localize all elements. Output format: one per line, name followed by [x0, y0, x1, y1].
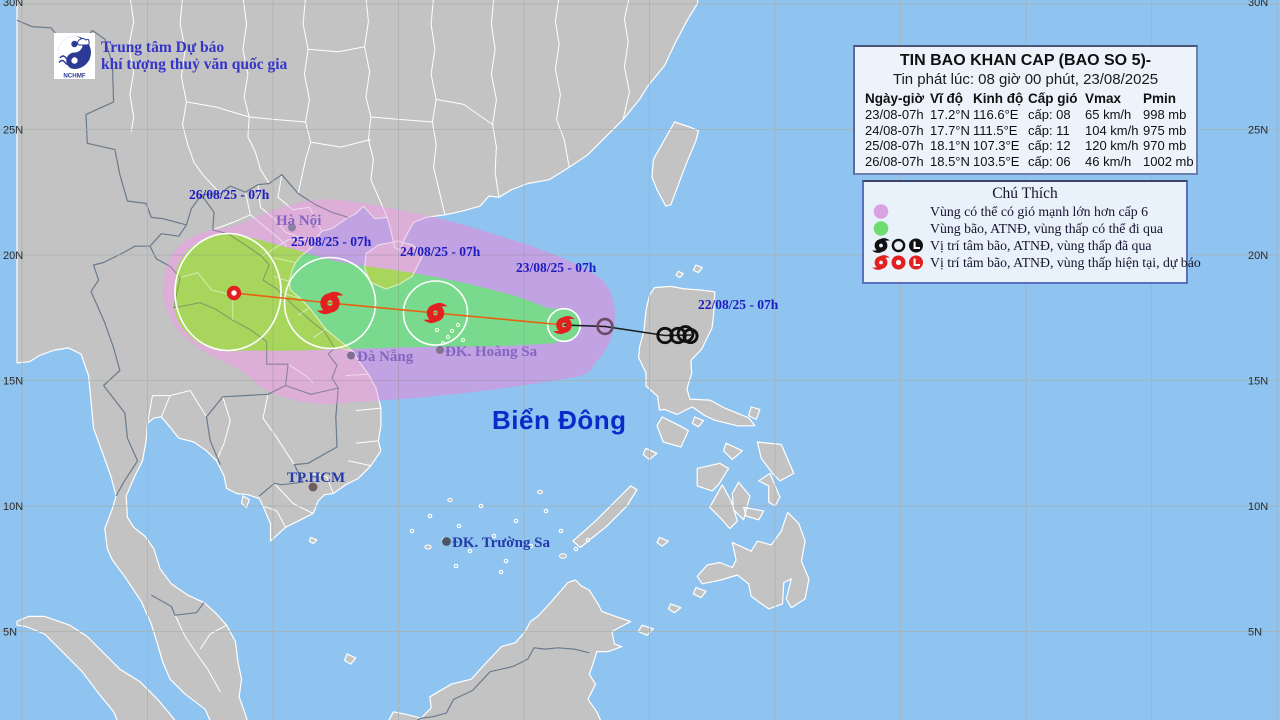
cell-wind: cấp: 06 — [1028, 153, 1071, 169]
lat-label-left-0: 30N — [3, 0, 23, 9]
city-markers — [288, 223, 451, 546]
cell-vmax: 46 km/h — [1085, 153, 1132, 169]
cell-vmax: 120 km/h — [1085, 138, 1139, 153]
legend-title: Chú Thích — [992, 185, 1058, 202]
cell-lat: 17.2°N — [930, 107, 970, 122]
lat-label-left-2: 20N — [3, 250, 23, 262]
cell-date: 24/08-07h — [865, 122, 924, 138]
cell-wind: cấp: 12 — [1028, 138, 1071, 153]
col-lat: Vĩ độ — [930, 91, 963, 106]
forecast-row-4: 26/08-07h 18.5°N 103.5°E cấp: 06 46 km/h… — [865, 154, 1194, 170]
forecast-row-2: 24/08-07h 17.7°N 111.5°E cấp: 11 104 km/… — [865, 123, 1194, 139]
hanoi-dot — [288, 223, 296, 232]
sea-label: Biển Đông — [492, 405, 627, 435]
lat-label-left-1: 25N — [3, 125, 23, 137]
city-label-danang: Đà Nẵng — [357, 349, 414, 365]
bulletin-title: TIN BAO KHAN CAP (BAO SO 5)- — [899, 52, 1152, 69]
hoangsa-dot — [436, 346, 444, 354]
track-date-25-08: 25/08/25 - 07h — [291, 234, 372, 249]
tphcm-dot — [308, 482, 318, 492]
cell-vmax: 65 km/h — [1085, 107, 1132, 122]
col-wind: Cấp gió — [1028, 91, 1078, 106]
cell-date: 23/08-07h — [865, 107, 924, 122]
storm-info-box: TIN BAO KHAN CAP (BAO SO 5)- Tin phát lú… — [853, 45, 1198, 175]
track-date-23-08: 23/08/25 - 07h — [516, 260, 597, 275]
lat-label-right-4: 10N — [1248, 501, 1268, 513]
forecast-table-header: Ngày-giờ Vĩ độ Kinh độ Cấp gió Vmax Pmin — [865, 91, 1194, 107]
cell-date: 26/08-07h — [865, 153, 924, 169]
forecast-typhoon-icon — [871, 254, 891, 271]
cell-pmin: 1002 mb — [1143, 153, 1194, 169]
cell-pmin: 970 mb — [1143, 138, 1187, 153]
logo-text: NCHMF — [63, 73, 86, 80]
cell-lat: 17.7°N — [930, 122, 970, 138]
legend-label: Vùng bão, ATNĐ, vùng thấp có thể đi qua — [930, 220, 1163, 236]
col-date: Ngày-giờ — [865, 91, 925, 106]
legend-label: Vị trí tâm bão, ATNĐ, vùng thấp đã qua — [930, 237, 1152, 253]
forecast-track-line — [233, 292, 565, 326]
cell-lon: 103.5°E — [973, 153, 1020, 169]
truongsa-dot — [442, 537, 451, 546]
city-label-truongsa: ĐK. Trường Sa — [452, 535, 551, 551]
legend-label: Vùng có thể có gió mạnh lớn hơn cấp 6 — [930, 203, 1149, 219]
brand-line1: Trung tâm Dự báo — [101, 39, 225, 56]
track-date-26-08: 26/08/25 - 07h — [189, 187, 270, 202]
past-low-icon — [909, 238, 923, 253]
track-date-22-08: 22/08/25 - 07h — [698, 297, 779, 312]
depression-icon-26-08 — [226, 285, 242, 301]
forecast-low-icon — [909, 255, 923, 270]
danang-dot — [347, 351, 355, 360]
lat-label-left-5: 5N — [3, 627, 17, 639]
lat-label-right-2: 20N — [1248, 250, 1268, 262]
city-label-tphcm: TP.HCM — [287, 470, 345, 486]
legend-item-past-position: Vị trí tâm bão, ATNĐ, vùng thấp đã qua — [864, 237, 1186, 254]
past-typhoon-icon — [871, 237, 891, 254]
lat-label-left-4: 10N — [3, 501, 23, 513]
map-legend: Chú Thích Vùng có thể có gió mạnh lớn hơ… — [862, 180, 1201, 284]
legend-label: Vị trí tâm bão, ATNĐ, vùng thấp hiện tại… — [930, 254, 1201, 270]
cell-lat: 18.5°N — [930, 153, 970, 169]
col-lon: Kinh độ — [973, 91, 1024, 106]
lat-label-left-3: 15N — [3, 376, 23, 388]
cell-pmin: 998 mb — [1143, 107, 1187, 122]
lat-label-right-5: 5N — [1248, 627, 1262, 639]
legend-item-track-area: Vùng bão, ATNĐ, vùng thấp có thể đi qua — [864, 220, 1186, 237]
track-area-icon — [873, 221, 889, 236]
cell-pmin: 975 mb — [1143, 122, 1187, 138]
lat-label-right-0: 30N — [1248, 0, 1268, 9]
cell-wind: cấp: 08 — [1028, 107, 1071, 122]
forecast-depression-icon — [891, 255, 906, 270]
cell-vmax: 104 km/h — [1085, 122, 1139, 138]
past-depression-icon — [891, 238, 906, 253]
cell-date: 25/08-07h — [865, 138, 924, 153]
forecast-table: Ngày-giờ Vĩ độ Kinh độ Cấp gió Vmax Pmin… — [865, 91, 1194, 169]
wind-area-icon — [873, 204, 889, 219]
agency-brand: NCHMF Trung tâm Dự báo khí tượng thuỷ vă… — [54, 33, 288, 80]
legend-item-current-position: Vị trí tâm bão, ATNĐ, vùng thấp hiện tại… — [864, 254, 1201, 271]
city-label-hanoi: Hà Nội — [276, 213, 321, 229]
city-label-hoangsa: ĐK. Hoàng Sa — [445, 344, 538, 360]
cell-lat: 18.1°N — [930, 138, 970, 153]
lat-label-right-1: 25N — [1248, 125, 1268, 137]
brand-line2: khí tượng thuỷ văn quốc gia — [101, 56, 288, 73]
nchmf-logo: NCHMF — [54, 33, 95, 80]
cell-lon: 111.5°E — [973, 122, 1018, 138]
col-pmin: Pmin — [1143, 91, 1177, 106]
forecast-row-1: 23/08-07h 17.2°N 116.6°E cấp: 08 65 km/h… — [865, 107, 1194, 123]
col-vmax: Vmax — [1085, 91, 1122, 106]
cell-wind: cấp: 11 — [1028, 122, 1070, 138]
track-date-24-08: 24/08/25 - 07h — [400, 244, 481, 259]
lat-label-right-3: 15N — [1248, 376, 1268, 388]
legend-item-wind-area: Vùng có thể có gió mạnh lớn hơn cấp 6 — [864, 203, 1186, 220]
cell-lon: 116.6°E — [973, 107, 1019, 122]
cell-lon: 107.3°E — [973, 138, 1020, 153]
bulletin-issued-time: Tin phát lúc: 08 giờ 00 phút, 23/08/2025 — [892, 71, 1159, 88]
past-position-icons — [596, 317, 699, 345]
forecast-row-3: 25/08-07h 18.1°N 107.3°E cấp: 12 120 km/… — [865, 138, 1194, 154]
